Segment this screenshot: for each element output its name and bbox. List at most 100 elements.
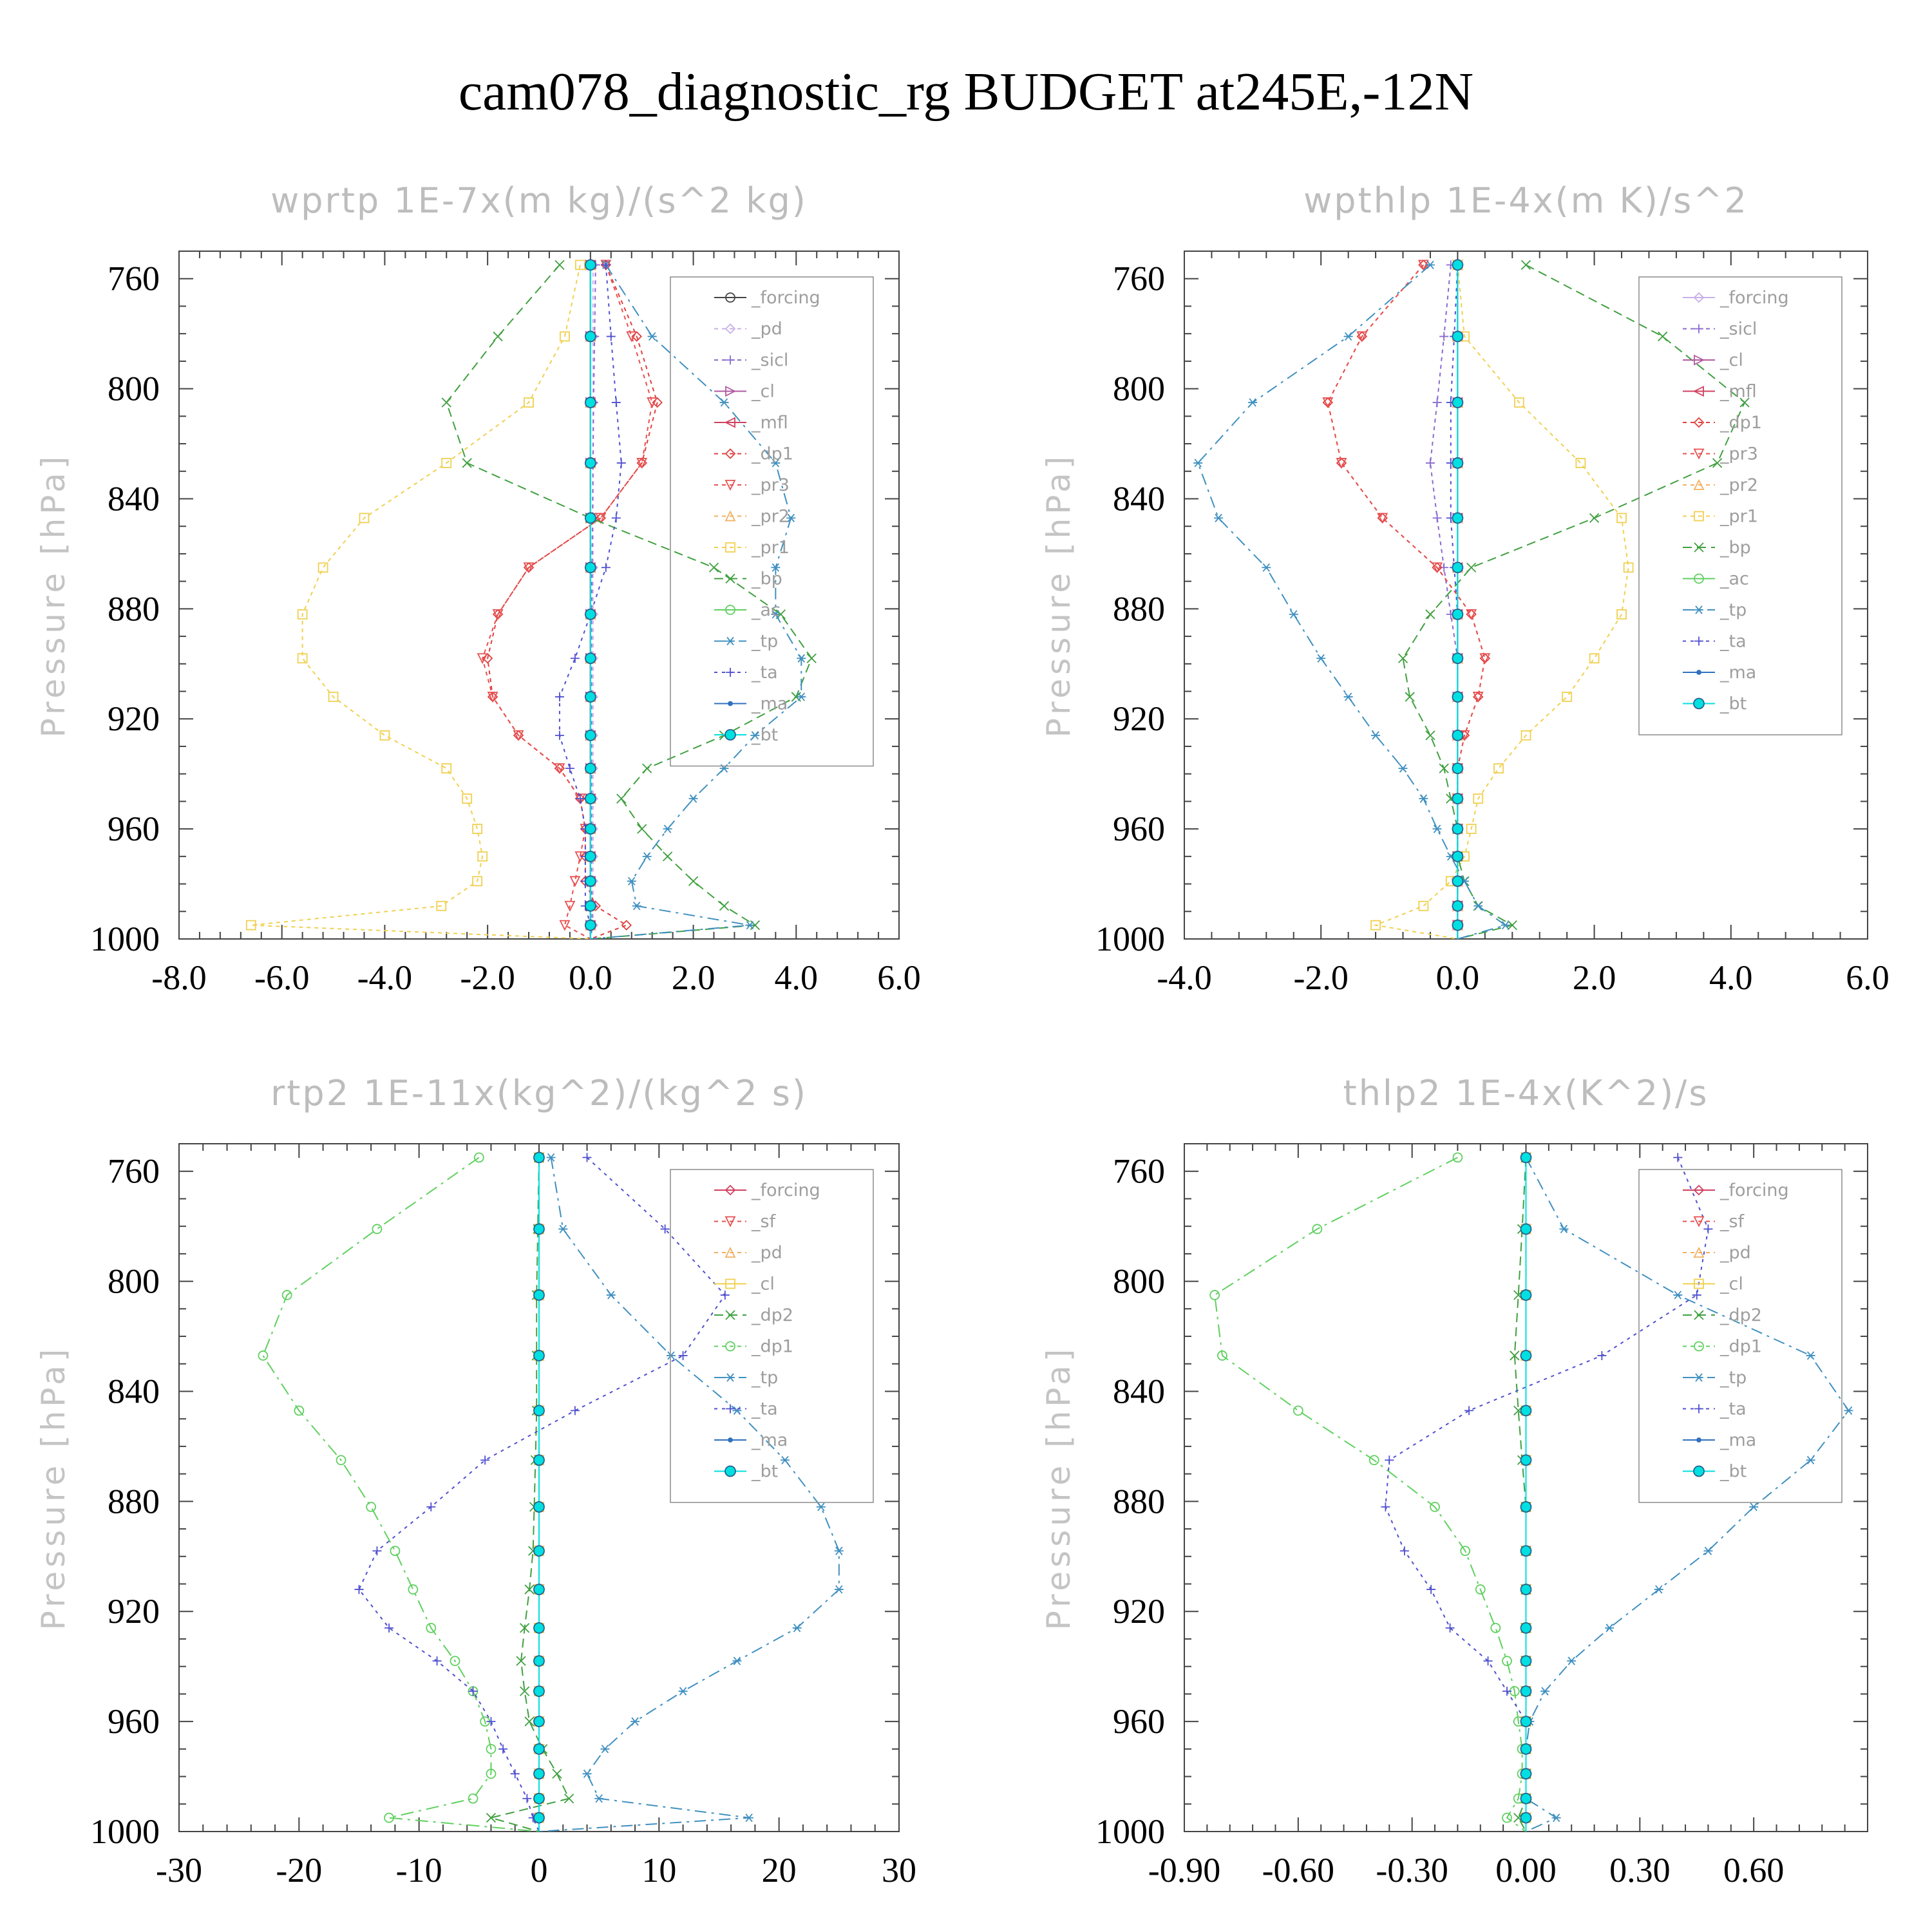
legend-marker (724, 510, 736, 522)
data-point (1312, 1224, 1323, 1235)
data-point (533, 1223, 545, 1235)
legend-marker (724, 323, 736, 334)
data-point (834, 1585, 844, 1594)
data-point (486, 1717, 496, 1727)
data-point (372, 1224, 383, 1235)
legend-label: _dp2 (1719, 1305, 1762, 1325)
legend-marker (724, 417, 735, 428)
data-point (258, 1350, 269, 1361)
data-point (564, 900, 576, 912)
data-point (1475, 1584, 1486, 1595)
data-point (552, 1768, 562, 1779)
y-tick-label: 800 (1113, 1262, 1165, 1301)
legend-label: _pr2 (1719, 475, 1758, 495)
data-point (584, 919, 596, 931)
legend-label: _pd (751, 1243, 782, 1263)
legend-marker (1694, 324, 1703, 334)
data-point (1490, 1622, 1501, 1633)
data-point (1452, 457, 1464, 469)
data-point (558, 1224, 568, 1234)
x-tick-label: 6.0 (877, 958, 921, 997)
data-point (384, 1812, 394, 1823)
legend-marker (1692, 386, 1704, 397)
plot-area (1193, 259, 1750, 939)
data-point (584, 259, 596, 271)
series-line (590, 264, 802, 939)
data-point (1501, 921, 1510, 930)
data-point (1520, 1743, 1532, 1755)
x-tick-label: 0.0 (569, 958, 612, 997)
data-point (486, 1813, 497, 1823)
data-point (1473, 793, 1484, 804)
data-point (533, 1545, 545, 1557)
y-tick-label: 840 (1113, 1372, 1165, 1410)
data-point (524, 397, 534, 408)
data-point (533, 1584, 545, 1595)
data-point (1426, 1585, 1436, 1595)
data-point (1520, 1350, 1532, 1361)
data-point (554, 260, 565, 270)
legend-label: _tp (1719, 1368, 1747, 1388)
data-point (1844, 1406, 1853, 1415)
data-point (816, 1502, 826, 1511)
plot-area (245, 259, 817, 939)
y-tick-label: 920 (1113, 699, 1165, 738)
series-pr1 (245, 260, 591, 939)
data-point (611, 513, 621, 523)
data-point (328, 692, 339, 702)
legend-marker (724, 480, 736, 491)
data-point (1399, 1546, 1409, 1556)
data-point (797, 654, 806, 663)
data-point (1712, 458, 1723, 468)
legend-marker (1693, 1246, 1705, 1258)
legend-label: _bp (1719, 538, 1751, 558)
data-point (1452, 793, 1464, 805)
data-point (601, 260, 611, 270)
data-point (1452, 875, 1464, 887)
data-point (1520, 1768, 1532, 1780)
legend-marker (1694, 636, 1703, 646)
data-point (1520, 1223, 1532, 1235)
data-point (1466, 609, 1477, 620)
legend-marker (726, 636, 735, 646)
data-point (647, 332, 657, 341)
data-point (1405, 692, 1415, 702)
legend-label: _cl (751, 1274, 775, 1294)
data-point (1425, 609, 1435, 620)
legend-label: _dp1 (751, 1337, 793, 1357)
x-tick-label: -20 (276, 1851, 322, 1889)
data-point (1293, 1405, 1303, 1416)
data-point (1520, 1584, 1532, 1595)
data-point (565, 764, 574, 773)
data-point (533, 1792, 545, 1804)
data-point (1749, 1502, 1759, 1511)
panel-title: thlp2 1E-4x(K^2)/s (1343, 1073, 1709, 1113)
y-tick-label: 1000 (90, 920, 160, 958)
legend-marker (725, 1278, 735, 1289)
y-tick-label: 920 (108, 699, 160, 738)
data-point (1520, 1716, 1532, 1728)
data-point (477, 851, 488, 862)
data-point (1589, 653, 1600, 664)
y-tick-label: 960 (108, 1702, 160, 1741)
data-point (554, 692, 564, 702)
x-tick-label: -2.0 (1293, 958, 1348, 997)
data-point (1464, 1406, 1474, 1416)
data-point (317, 562, 328, 573)
legend: _forcing _sicl _cl _mfl _dp1 _pr3 _pr2 _pr1 _bp _… (1638, 276, 1842, 735)
series-bt (1452, 259, 1464, 939)
data-point (771, 459, 781, 468)
legend-label: _ac (751, 600, 781, 620)
data-point (575, 794, 585, 804)
data-point (1445, 1623, 1455, 1633)
legend-label: _mfl (1719, 382, 1757, 402)
legend-box (1638, 1169, 1842, 1503)
data-point (533, 1151, 545, 1164)
data-point (436, 900, 447, 911)
y-tick-label: 800 (108, 370, 160, 408)
data-point (486, 1768, 497, 1779)
series-line (1513, 1157, 1527, 1832)
legend-marker (1693, 1216, 1705, 1227)
y-tick-label: 800 (108, 1262, 160, 1301)
legend-label: _ta (1719, 1399, 1747, 1419)
